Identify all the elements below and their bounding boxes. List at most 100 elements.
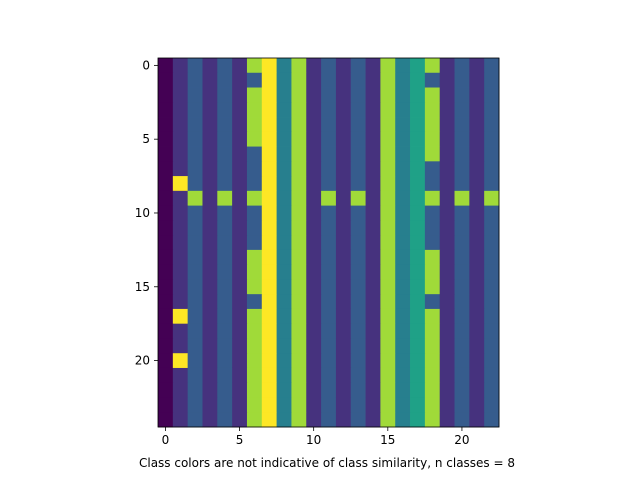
heatmap-cell [202,220,218,236]
heatmap-cell [232,397,248,413]
heatmap-cell [395,353,411,369]
heatmap-cell [276,72,292,88]
heatmap-cell [158,205,174,221]
heatmap-cell [335,220,352,236]
heatmap-cell [484,397,500,413]
heatmap-cell [410,367,426,384]
heatmap-cell [321,176,337,192]
heatmap-cell [187,382,203,398]
heatmap-cell [454,72,470,88]
heatmap-cell [365,308,381,325]
heatmap-cell [217,279,233,295]
heatmap-cell [484,176,500,192]
heatmap-cell [365,279,381,295]
heatmap-cell [469,117,485,133]
heatmap-cell [187,220,203,236]
heatmap-cell [395,146,411,162]
heatmap-cell [365,72,381,88]
heatmap-cell [410,308,426,325]
heatmap-cell [232,323,248,339]
heatmap-cell [232,72,248,88]
heatmap-cell [410,249,426,266]
heatmap-cell [484,72,500,88]
heatmap-cell [202,58,218,74]
y-tick-label: 5 [142,132,150,146]
heatmap-cell [217,131,233,147]
heatmap-cell [187,235,203,251]
heatmap-cell [395,220,411,236]
heatmap-cell [321,161,337,177]
heatmap-cell [276,161,292,177]
heatmap-cell [172,397,189,413]
heatmap-cell [202,294,218,310]
heatmap-cell [158,338,174,354]
heatmap-cell [246,87,263,103]
heatmap-cell [246,161,263,177]
heatmap-cell [172,72,189,88]
heatmap-cell [217,58,233,74]
heatmap-cell [365,117,381,133]
x-axis-label: Class colors are not indicative of class… [139,456,515,470]
heatmap-cell [395,294,411,310]
heatmap-cell [158,176,174,192]
heatmap-cell [454,205,470,221]
heatmap-cell [469,264,485,280]
heatmap-cell [187,249,203,266]
heatmap-cell [424,294,441,310]
heatmap-cell [454,220,470,236]
heatmap-cell [217,323,233,339]
heatmap-cell [380,146,396,162]
heatmap-cell [276,338,292,354]
heatmap-cell [276,190,292,206]
heatmap-cell [410,176,426,192]
heatmap-cell [321,72,337,88]
heatmap-cell [261,338,278,354]
heatmap-cell [454,397,470,413]
heatmap-cell [261,308,278,325]
heatmap-cell [172,308,189,325]
heatmap-cell [158,367,174,384]
heatmap-cell [232,205,248,221]
heatmap-cell [469,249,485,266]
heatmap-cell [380,308,396,325]
heatmap-cell [172,102,189,118]
heatmap-cell [321,338,337,354]
heatmap-cell [439,279,455,295]
heatmap-cell [469,102,485,118]
heatmap-cell [350,205,366,221]
heatmap-cell [276,102,292,118]
heatmap-cell [439,72,455,88]
heatmap-cell [365,205,381,221]
heatmap-cell [439,176,455,192]
heatmap-cell [424,72,441,88]
heatmap-cell [202,205,218,221]
heatmap-cell [350,279,366,295]
heatmap-cell [410,323,426,339]
heatmap-cell [335,294,352,310]
heatmap-cell [410,190,426,206]
heatmap-cell [172,412,189,428]
heatmap-cell [350,353,366,369]
heatmap-cell [291,87,307,103]
heatmap-cell [321,397,337,413]
heatmap-cell [424,367,441,384]
heatmap-cell [158,102,174,118]
heatmap-cell [202,131,218,147]
heatmap-cell [306,308,322,325]
heatmap-cell [439,205,455,221]
heatmap-cell [484,308,500,325]
heatmap-cell [469,131,485,147]
heatmap-cell [276,279,292,295]
heatmap-cell [306,58,322,74]
heatmap-cell [217,161,233,177]
heatmap-cell [365,353,381,369]
heatmap-cell [380,161,396,177]
heatmap-cell [291,249,307,266]
heatmap-cell [454,353,470,369]
heatmap-cell [439,412,455,428]
heatmap-cell [484,294,500,310]
heatmap-cell [246,220,263,236]
heatmap-cell [335,117,352,133]
heatmap-cell [172,190,189,206]
heatmap-cell [172,205,189,221]
